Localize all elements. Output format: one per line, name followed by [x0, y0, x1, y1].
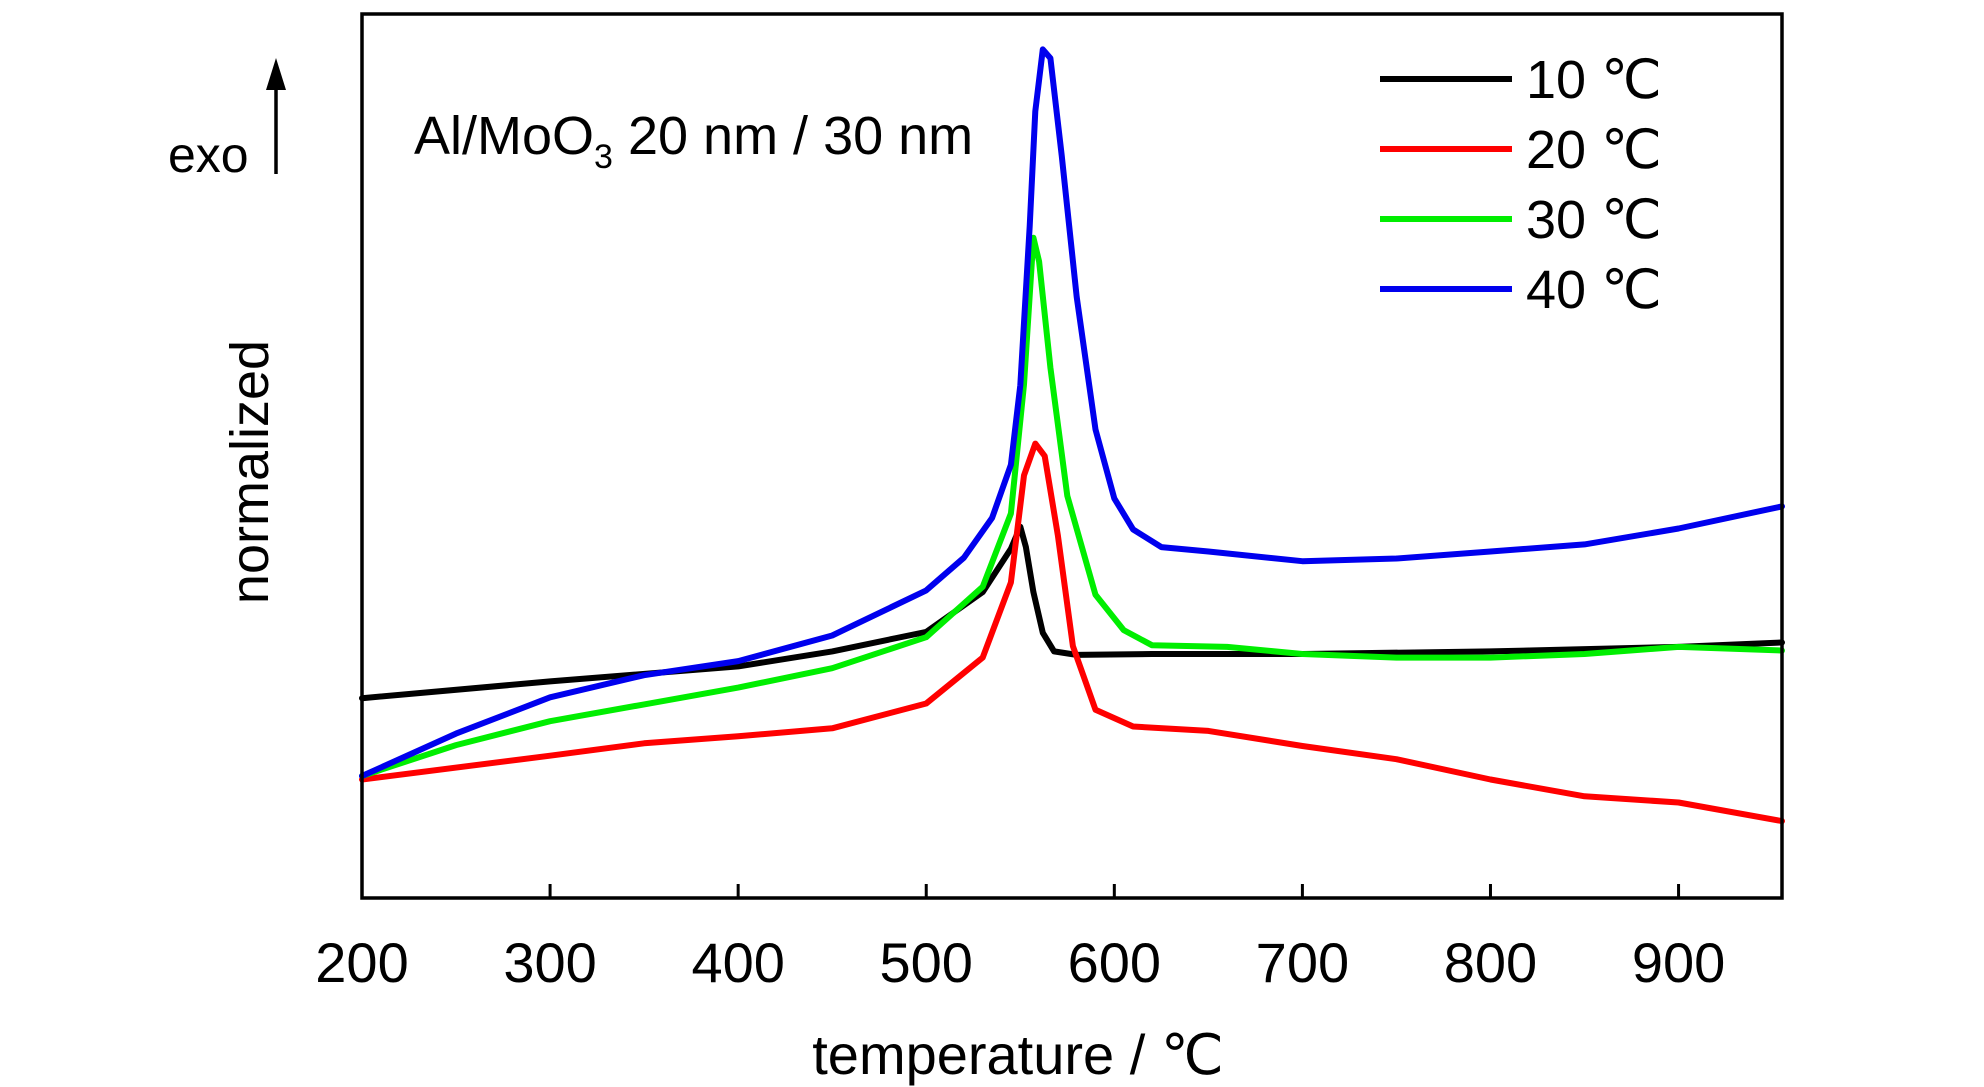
plot-frame [360, 12, 1784, 900]
legend-label: 40 ℃ [1526, 260, 1662, 320]
annotation-subscript: 3 [594, 138, 613, 176]
series-line-2 [359, 440, 1785, 825]
plot-lines [359, 46, 1785, 825]
x-axis-ticks: 200 300 400 500 600 700 800 900 [315, 884, 1725, 994]
x-tick-label: 900 [1632, 931, 1725, 994]
sample-annotation: Al/MoO3 20 nm / 30 nm [414, 106, 973, 176]
exo-label: exo [168, 127, 249, 183]
x-tick-label: 600 [1068, 931, 1161, 994]
x-tick-label: 500 [880, 931, 973, 994]
legend: 10 ℃ 20 ℃ 30 ℃ 40 ℃ [1380, 50, 1662, 320]
annotation-rest: 20 nm / 30 nm [613, 106, 973, 166]
x-tick-label: 200 [315, 931, 408, 994]
series-line-1 [359, 523, 1785, 702]
x-tick-label: 400 [691, 931, 784, 994]
series-line-4 [359, 46, 1785, 779]
series-line-3 [359, 234, 1785, 779]
exo-arrow-icon [266, 58, 286, 174]
legend-label: 30 ℃ [1526, 190, 1662, 250]
x-tick-label: 300 [503, 931, 596, 994]
annotation-main: Al/MoO [414, 106, 594, 166]
x-tick-label: 700 [1256, 931, 1349, 994]
legend-label: 20 ℃ [1526, 120, 1662, 180]
y-axis-label: normalized [220, 340, 280, 604]
legend-label: 10 ℃ [1526, 50, 1662, 110]
x-tick-label: 800 [1444, 931, 1537, 994]
x-axis-label: temperature / ℃ [812, 1023, 1224, 1086]
